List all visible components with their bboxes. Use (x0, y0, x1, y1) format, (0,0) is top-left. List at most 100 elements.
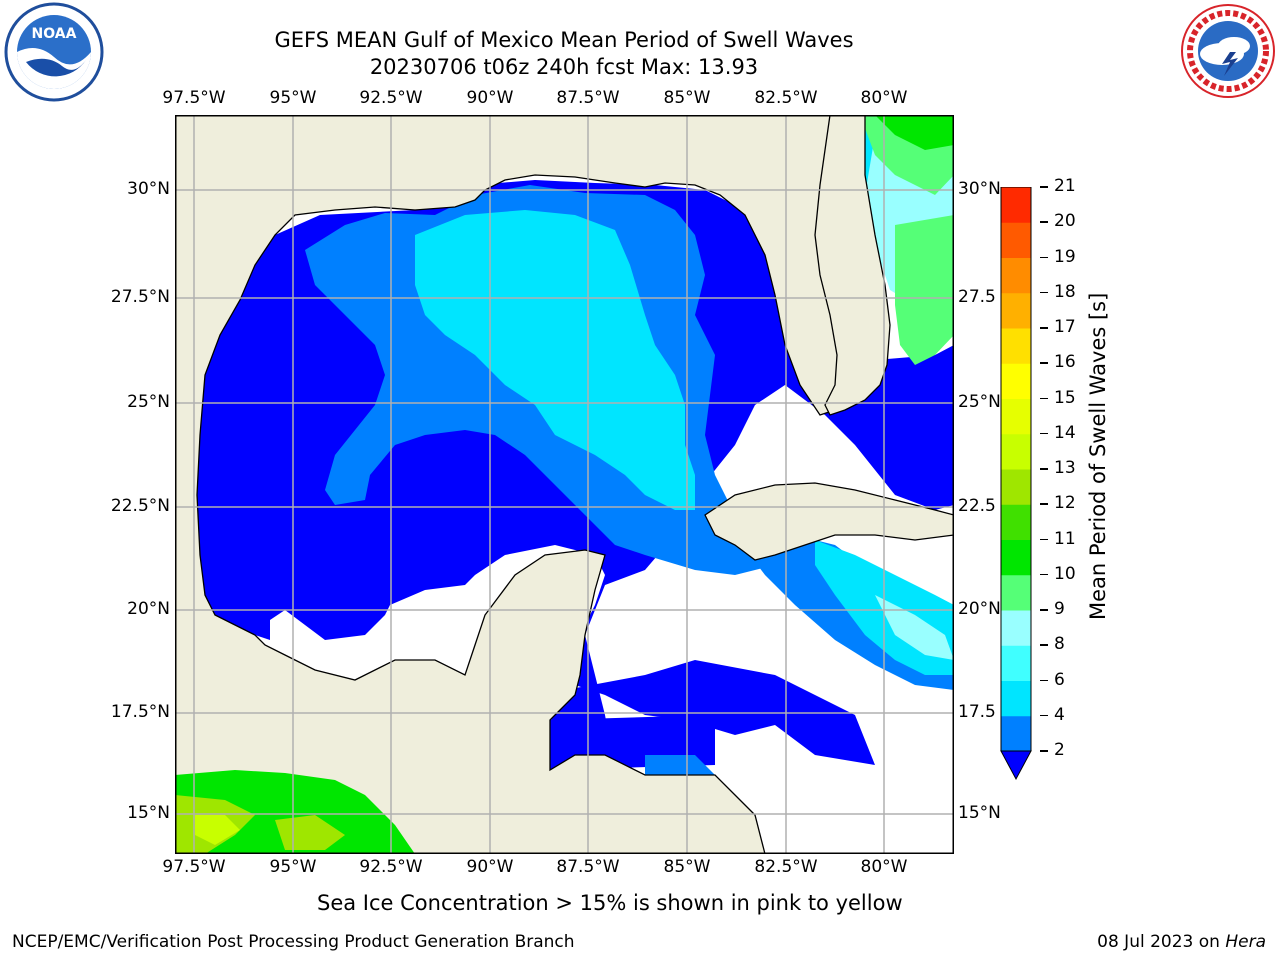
colorbar-tick-mark (1040, 432, 1048, 435)
colorbar-tick-mark (1040, 186, 1048, 188)
colorbar-tick-label: 9 (1054, 599, 1065, 619)
lon-tick: 82.5°W (754, 88, 818, 108)
colorbar-tick-mark (1040, 714, 1048, 717)
colorbar-tick-label: 17 (1054, 317, 1076, 337)
colorbar-band (1001, 645, 1031, 681)
colorbar-band (1001, 574, 1031, 611)
sea-ice-note: Sea Ice Concentration > 15% is shown in … (317, 891, 903, 915)
colorbar-band (1001, 257, 1031, 294)
lat-tick: 15°N (958, 803, 1001, 823)
map-panel (175, 115, 954, 854)
colorbar-tick-label: 20 (1054, 211, 1076, 232)
colorbar-tick-mark (1040, 679, 1048, 681)
lat-tick: 27.5°N (110, 287, 170, 307)
lat-tick: 27.5 (958, 287, 996, 307)
lat-tick: 25°N (127, 392, 170, 412)
colorbar-tick-mark (1040, 221, 1048, 223)
colorbar-band (1001, 363, 1031, 399)
colorbar-tick-label: 14 (1054, 422, 1076, 443)
lon-tick: 87.5°W (556, 857, 620, 877)
lat-tick: 25°N (958, 392, 1001, 412)
map-frame (175, 115, 954, 854)
nws-logo-icon (1181, 4, 1275, 98)
lon-tick: 97.5°W (162, 88, 226, 108)
colorbar-tick-label: 21 (1054, 176, 1076, 196)
colorbar-band (1001, 715, 1031, 752)
colorbar-tick-label: 4 (1054, 704, 1065, 725)
colorbar-band (1001, 222, 1031, 258)
colorbar-tick-label: 2 (1054, 740, 1065, 760)
colorbar-band (1001, 433, 1031, 470)
lon-tick: 92.5°W (359, 88, 423, 108)
colorbar-tick-label: 19 (1054, 246, 1076, 267)
lon-tick: 92.5°W (359, 857, 423, 877)
colorbar (1000, 187, 1032, 781)
colorbar-tick-label: 11 (1054, 528, 1076, 549)
lon-tick: 80°W (860, 857, 908, 877)
lat-tick: 30°N (958, 179, 1001, 199)
colorbar-tick-mark (1040, 256, 1048, 258)
lon-tick: 95°W (269, 88, 317, 108)
lon-tick: 85°W (663, 857, 711, 877)
colorbar-tick-label: 6 (1054, 669, 1065, 690)
colorbar-frame (1000, 187, 1032, 752)
lon-tick: 85°W (663, 88, 711, 108)
lat-tick: 17.5°N (110, 702, 170, 722)
colorbar-band (1001, 504, 1031, 540)
noaa-logo-icon: NOAA (4, 2, 104, 102)
lon-tick: 80°W (860, 88, 908, 108)
colorbar-tick-mark (1040, 538, 1048, 540)
colorbar-band (1001, 610, 1031, 646)
colorbar-tick-label: 13 (1054, 458, 1076, 478)
colorbar-band (1001, 680, 1031, 717)
colorbar-tick-label: 8 (1054, 634, 1065, 655)
colorbar-tick-mark (1040, 468, 1048, 470)
chart-title: GEFS MEAN Gulf of Mexico Mean Period of … (274, 28, 854, 52)
colorbar-band (1001, 469, 1031, 505)
lon-tick: 97.5°W (162, 857, 226, 877)
lon-tick: 82.5°W (754, 857, 818, 877)
lon-ticks-top: 97.5°W 95°W 92.5°W 90°W 87.5°W 85°W 82.5… (0, 88, 1280, 110)
colorbar-band (1001, 539, 1031, 576)
colorbar-tick-mark (1040, 750, 1048, 752)
colorbar-extend-triangle (1000, 750, 1032, 781)
chart-subtitle: 20230706 t06z 240h fcst Max: 13.93 (369, 55, 759, 79)
colorbar-label: Mean Period of Swell Waves [s] (1086, 292, 1110, 620)
footer-date-text: 08 Jul 2023 on (1097, 932, 1226, 952)
lat-tick: 30°N (127, 179, 170, 199)
colorbar-tick-label: 15 (1054, 387, 1076, 408)
colorbar-tick-mark (1040, 573, 1048, 576)
lon-ticks-bottom: 97.5°W 95°W 92.5°W 90°W 87.5°W 85°W 82.5… (0, 857, 1280, 879)
colorbar-band (1001, 328, 1031, 364)
colorbar-tick-mark (1040, 362, 1048, 364)
colorbar-tick-mark (1040, 609, 1048, 611)
colorbar-band (1001, 292, 1031, 329)
colorbar-tick-label: 12 (1054, 493, 1076, 514)
svg-text:NOAA: NOAA (32, 26, 77, 42)
colorbar-tick-label: 18 (1054, 281, 1076, 302)
colorbar-tick-label: 10 (1054, 563, 1076, 584)
footer-date: 08 Jul 2023 on Hera (1097, 932, 1266, 952)
lat-ticks-right: 30°N 27.5 25°N 22.5 20°N 17.5 15°N (958, 0, 1008, 960)
colorbar-tick-mark (1040, 644, 1048, 646)
colorbar-band (1001, 187, 1031, 223)
colorbar-tick-mark (1040, 327, 1048, 329)
colorbar-ticks: 2 4 6 8 9 10 11 12 13 14 15 16 17 18 19 20 21 (1040, 0, 1100, 960)
footer-credit: NCEP/EMC/Verification Post Processing Pr… (12, 932, 575, 952)
colorbar-tick-mark (1040, 503, 1048, 505)
lon-tick: 87.5°W (556, 88, 620, 108)
lat-tick: 15°N (127, 803, 170, 823)
colorbar-tick-mark (1040, 397, 1048, 399)
lat-tick: 20°N (127, 599, 170, 619)
colorbar-band (1001, 398, 1031, 435)
lon-tick: 90°W (466, 88, 514, 108)
colorbar-tick-mark (1040, 291, 1048, 294)
colorbar-tick-label: 16 (1054, 352, 1076, 373)
lon-tick: 95°W (269, 857, 317, 877)
graticule (175, 115, 954, 854)
colorbar-bands (1000, 187, 1032, 781)
lon-tick: 90°W (466, 857, 514, 877)
footer-host: Hera (1225, 932, 1266, 952)
lat-tick: 20°N (958, 599, 1001, 619)
lat-tick: 17.5 (958, 702, 996, 722)
